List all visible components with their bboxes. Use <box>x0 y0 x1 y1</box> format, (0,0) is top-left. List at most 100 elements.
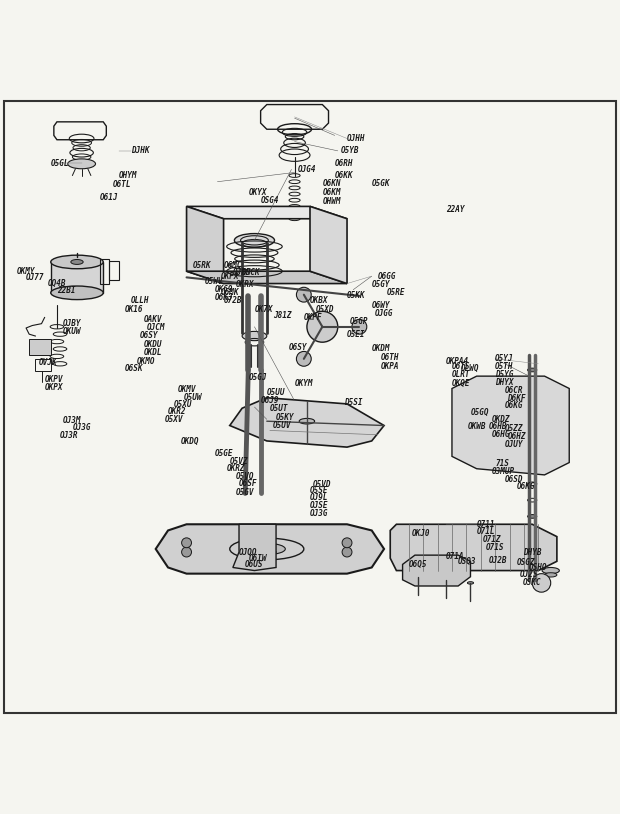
Text: 22AY: 22AY <box>446 205 464 214</box>
Text: O6KG: O6KG <box>505 401 523 410</box>
Text: O5GL: O5GL <box>51 159 69 168</box>
Text: O6CR: O6CR <box>505 387 523 396</box>
Bar <box>100 259 109 283</box>
Text: O5RK: O5RK <box>193 260 211 269</box>
Text: O5VZ: O5VZ <box>230 457 248 466</box>
Text: OSG4: OSG4 <box>260 195 279 205</box>
Ellipse shape <box>542 567 559 574</box>
Text: O5UW: O5UW <box>184 392 202 401</box>
Text: O5XU: O5XU <box>174 400 193 409</box>
Text: OKWB: OKWB <box>467 422 486 431</box>
Text: OSKC: OSKC <box>523 579 541 588</box>
Text: OJ77: OJ77 <box>26 273 45 282</box>
Text: O5XV: O5XV <box>165 415 184 424</box>
Text: OKUW: OKUW <box>63 327 82 336</box>
Text: OJ3R: OJ3R <box>60 431 79 440</box>
Text: D6KF: D6KF <box>508 394 526 403</box>
Ellipse shape <box>51 255 104 269</box>
Text: OK69: OK69 <box>215 285 233 294</box>
Text: DHYB: DHYB <box>523 548 541 557</box>
Text: O6US: O6US <box>245 560 264 569</box>
Text: O6MC: O6MC <box>224 260 242 269</box>
Text: O6KN: O6KN <box>322 179 341 188</box>
Ellipse shape <box>248 544 285 554</box>
Text: O5GY: O5GY <box>372 280 390 289</box>
Text: OVJK: OVJK <box>38 358 57 367</box>
Text: OJ3G: OJ3G <box>310 509 329 518</box>
Ellipse shape <box>234 234 275 247</box>
Text: OQ4B: OQ4B <box>48 279 66 288</box>
Text: OJUY: OJUY <box>505 440 523 449</box>
Text: O6KM: O6KM <box>322 188 341 197</box>
Text: O61J: O61J <box>100 193 118 202</box>
Text: OKBX: OKBX <box>310 296 329 305</box>
Polygon shape <box>390 524 557 571</box>
Text: OLLH: OLLH <box>131 296 149 305</box>
Text: OJ3G: OJ3G <box>73 423 91 432</box>
Ellipse shape <box>528 368 537 372</box>
Polygon shape <box>452 376 569 475</box>
Circle shape <box>342 547 352 557</box>
Polygon shape <box>187 207 224 283</box>
Ellipse shape <box>443 579 449 581</box>
Text: O3MUP: O3MUP <box>492 467 515 476</box>
Text: OLWQ: OLWQ <box>461 364 480 374</box>
Text: OKDM: OKDM <box>372 344 390 353</box>
Ellipse shape <box>257 549 276 555</box>
Text: OKPA: OKPA <box>381 361 399 370</box>
Text: O5YB: O5YB <box>341 147 360 155</box>
Text: 22BI: 22BI <box>57 287 76 295</box>
Ellipse shape <box>415 575 421 578</box>
Text: O711: O711 <box>477 520 495 529</box>
Text: OJRH: OJRH <box>233 268 251 277</box>
Text: O6RH: O6RH <box>335 159 353 168</box>
Text: OKYM: OKYM <box>294 379 313 388</box>
Text: OKPF: OKPF <box>304 313 322 322</box>
Text: O5SE: O5SE <box>310 486 329 495</box>
Polygon shape <box>233 524 276 571</box>
Text: O5VD: O5VD <box>313 479 332 488</box>
Text: O6IW: O6IW <box>248 554 267 562</box>
Text: O5KY: O5KY <box>276 413 294 422</box>
Text: OJ2B: OJ2B <box>489 556 508 565</box>
Text: O71A: O71A <box>446 552 464 561</box>
Ellipse shape <box>528 514 537 519</box>
Text: O5YJ: O5YJ <box>495 354 513 363</box>
Ellipse shape <box>68 159 95 168</box>
Text: O6SD: O6SD <box>505 475 523 484</box>
Text: D5YG: D5YG <box>495 370 513 379</box>
Polygon shape <box>51 262 104 293</box>
Polygon shape <box>156 524 384 574</box>
Text: O5KK: O5KK <box>347 291 366 300</box>
Text: OHWM: OHWM <box>322 197 341 206</box>
Text: OSGZ: OSGZ <box>516 558 535 567</box>
Bar <box>29 339 51 355</box>
Text: OKR2: OKR2 <box>168 408 187 417</box>
Text: 71S: 71S <box>495 459 509 468</box>
Circle shape <box>296 352 311 366</box>
Text: O6SF: O6SF <box>239 479 257 488</box>
Text: O6TH: O6TH <box>381 353 399 362</box>
Text: O5TH: O5TH <box>495 362 513 371</box>
Text: OKPX: OKPX <box>45 383 63 392</box>
Text: O6GG: O6GG <box>378 272 396 281</box>
Text: OK16: OK16 <box>125 305 143 314</box>
Text: O5UT: O5UT <box>270 405 288 414</box>
Text: OJBY: OJBY <box>63 318 82 327</box>
Text: OKPX: OKPX <box>221 272 239 281</box>
Text: OHYM: OHYM <box>118 171 137 180</box>
Text: OKDL: OKDL <box>143 348 162 357</box>
Text: OK7X: OK7X <box>254 305 273 314</box>
Text: O5GK: O5GK <box>372 179 390 188</box>
Text: OJHH: OJHH <box>347 134 366 143</box>
Text: OKRX: OKRX <box>236 280 254 289</box>
Text: OKDQ: OKDQ <box>180 436 199 445</box>
Text: O6KJ: O6KJ <box>215 293 233 302</box>
Text: O5GQ: O5GQ <box>471 408 489 417</box>
Polygon shape <box>187 207 347 219</box>
Text: O72B: O72B <box>224 296 242 305</box>
Polygon shape <box>310 207 347 283</box>
Text: OJCM: OJCM <box>146 323 165 332</box>
Polygon shape <box>187 271 347 283</box>
Text: OJSE: OJSE <box>310 501 329 510</box>
